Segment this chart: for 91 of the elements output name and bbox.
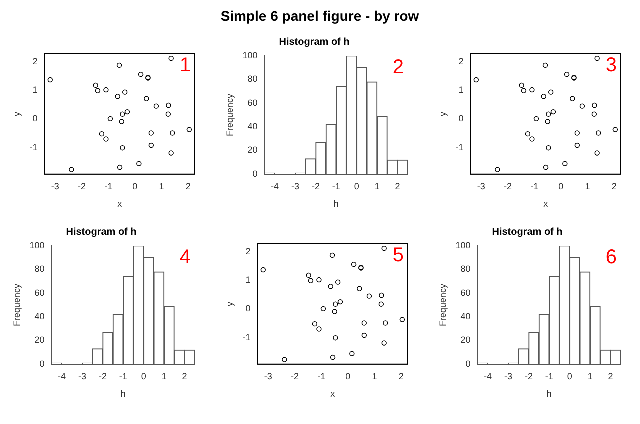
x-tick-label: -3	[291, 181, 300, 192]
x-tick-label: 1	[588, 371, 593, 382]
x-tick-label: 0	[346, 371, 351, 382]
y-tick-label: 40	[248, 122, 258, 132]
y-tick-label: 0	[32, 114, 38, 124]
x-tick-label: -1	[530, 181, 539, 192]
y-tick-label: -1	[242, 332, 251, 342]
x-tick-label: -2	[524, 371, 533, 382]
x-axis-title: h	[334, 199, 339, 210]
x-tick-label: -2	[78, 181, 86, 192]
y-tick-label: 0	[246, 304, 251, 314]
x-tick-label: 1	[585, 181, 590, 192]
x-tick-label: 0	[558, 181, 564, 192]
y-tick-label: 0	[40, 358, 45, 369]
x-tick-label: 0	[132, 181, 138, 192]
x-axis-title: x	[330, 389, 336, 400]
y-tick-label: 80	[460, 264, 471, 274]
x-axis-title: h	[120, 389, 126, 400]
chart-title: Histogram of h	[492, 226, 563, 238]
y-tick-label: 80	[248, 74, 258, 84]
x-tick-label: 2	[395, 181, 400, 192]
x-axis-title: x	[118, 199, 123, 210]
x-tick-label: -4	[58, 371, 66, 382]
x-tick-label: 2	[608, 371, 614, 382]
x-tick-label: -3	[264, 371, 272, 382]
y-tick-label: 0	[252, 168, 258, 179]
annotation: 5	[392, 244, 404, 267]
annotation: 2	[392, 56, 404, 79]
y-tick-label: -1	[30, 142, 38, 152]
x-tick-label: -1	[119, 371, 128, 382]
x-tick-label: 2	[398, 371, 404, 382]
y-tick-label: 1	[246, 275, 251, 286]
x-tick-label: -1	[318, 371, 326, 382]
x-tick-label: -3	[51, 181, 60, 192]
chart-title: Simple 6 panel figure - by row	[220, 8, 420, 24]
y-tick-label: 60	[34, 288, 45, 298]
x-tick-label: 0	[567, 371, 572, 382]
y-tick-label: 100	[30, 240, 45, 250]
y-tick-label: -1	[456, 142, 464, 152]
x-tick-label: -2	[291, 371, 300, 382]
y-tick-label: 2	[246, 246, 251, 256]
annotation: 4	[180, 246, 191, 269]
x-tick-label: 0	[141, 371, 146, 382]
x-tick-label: -2	[504, 181, 512, 192]
y-tick-label: 40	[34, 312, 45, 322]
y-tick-label: 1	[458, 85, 464, 96]
y-tick-label: 0	[466, 358, 471, 369]
y-axis-title: Frequency	[12, 283, 22, 326]
x-tick-label: -3	[477, 181, 486, 192]
chart-subtitle: Histogram of h	[279, 36, 350, 48]
y-axis-title: y	[12, 111, 22, 116]
y-tick-label: 20	[34, 335, 45, 346]
x-tick-label: 2	[182, 371, 188, 382]
y-axis-title: Frequency	[224, 93, 235, 136]
y-tick-label: 80	[34, 264, 45, 274]
annotation: 3	[606, 54, 617, 77]
y-tick-label: 100	[242, 50, 258, 60]
y-tick-label: 1	[32, 85, 38, 96]
x-axis-title: h	[546, 389, 552, 400]
y-axis-title: y	[224, 301, 235, 306]
y-tick-label: 20	[248, 145, 258, 156]
y-tick-label: 60	[460, 288, 471, 298]
y-tick-label: 2	[32, 56, 38, 66]
x-tick-label: -2	[312, 181, 320, 192]
y-axis-title: Frequency	[438, 283, 448, 326]
x-tick-label: -1	[104, 181, 113, 192]
chart-title: Histogram of h	[66, 226, 137, 238]
x-tick-label: 2	[612, 181, 617, 192]
y-axis-title: y	[438, 111, 448, 116]
x-tick-label: -4	[271, 181, 280, 192]
y-tick-label: 0	[458, 114, 464, 124]
y-tick-label: 60	[248, 98, 258, 108]
x-tick-label: -3	[504, 371, 513, 382]
y-tick-label: 40	[460, 312, 471, 322]
annotation: 1	[180, 54, 191, 77]
x-tick-label: -1	[545, 371, 554, 382]
x-axis-title: x	[544, 199, 549, 210]
y-tick-label: 2	[458, 56, 464, 66]
x-tick-label: -4	[484, 371, 492, 382]
x-tick-label: 0	[354, 181, 360, 192]
x-tick-label: -1	[332, 181, 340, 192]
x-tick-label: 1	[374, 181, 380, 192]
annotation: 6	[606, 246, 617, 269]
y-tick-label: 20	[460, 335, 471, 346]
y-tick-label: 100	[456, 240, 471, 250]
x-tick-label: 1	[162, 371, 167, 382]
x-tick-label: -3	[78, 371, 87, 382]
x-tick-label: 1	[159, 181, 164, 192]
x-tick-label: -2	[98, 371, 107, 382]
x-tick-label: 1	[372, 371, 378, 382]
x-tick-label: 2	[186, 181, 191, 192]
